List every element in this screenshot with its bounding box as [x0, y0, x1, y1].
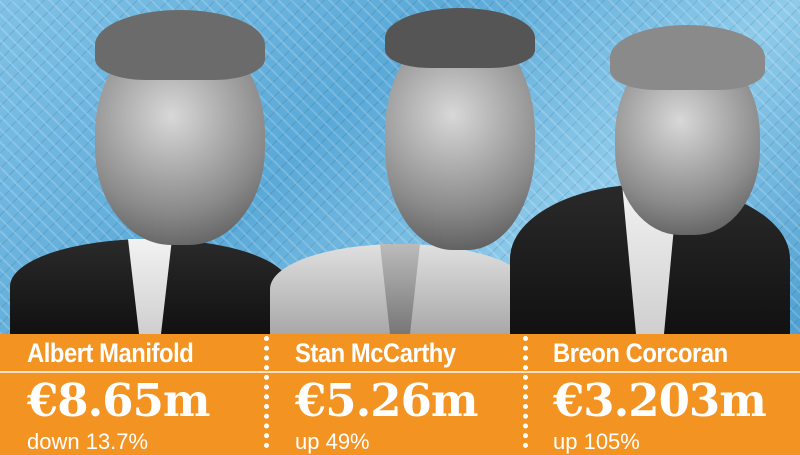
person-card-albert-manifold: Albert Manifold €8.65m down 13.7%	[27, 334, 257, 454]
person-name: Stan McCarthy	[295, 338, 456, 368]
portrait-photo-collage	[0, 0, 800, 334]
pay-change: up 105%	[553, 429, 640, 454]
person-card-stan-mccarthy: Stan McCarthy €5.26m up 49%	[295, 334, 520, 454]
divider-line	[0, 371, 800, 373]
dotted-separator	[264, 336, 269, 448]
portrait-breon-corcoran	[510, 0, 800, 334]
dotted-separator	[523, 336, 528, 448]
pay-change: up 49%	[295, 429, 370, 454]
portrait-stan-mccarthy	[270, 0, 535, 334]
person-name: Albert Manifold	[27, 338, 194, 368]
pay-change: down 13.7%	[27, 429, 149, 454]
salary-banner: Albert Manifold €8.65m down 13.7% Stan M…	[0, 334, 800, 454]
person-name: Breon Corcoran	[553, 338, 728, 368]
pay-amount: €8.65m	[27, 374, 211, 427]
person-card-breon-corcoran: Breon Corcoran €3.203m up 105%	[553, 334, 798, 454]
pay-amount: €3.203m	[553, 374, 767, 427]
portrait-albert-manifold	[0, 0, 300, 334]
pay-amount: €5.26m	[295, 374, 479, 427]
